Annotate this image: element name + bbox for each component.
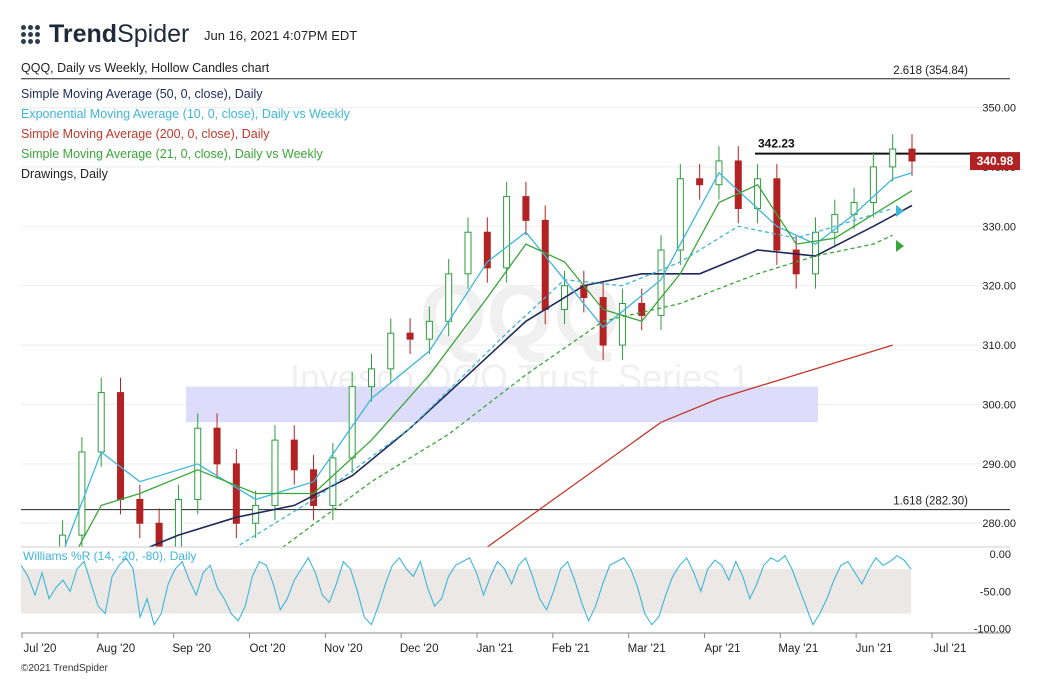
candle-body — [541, 219, 549, 310]
brand-light: Spider — [117, 20, 190, 48]
legend-drawings[interactable]: Drawings, Daily — [21, 167, 108, 181]
fib-label: 2.618 (354.84) — [893, 65, 968, 77]
candle-body — [59, 534, 67, 547]
price-plot — [59, 134, 916, 547]
x-tick-label: Aug '20 — [97, 643, 136, 655]
legend-chart-title[interactable]: QQQ, Daily vs Weekly, Hollow Candles cha… — [21, 61, 270, 75]
candle-body — [483, 231, 491, 269]
candle-body — [387, 332, 395, 370]
last-price-badge — [970, 152, 1020, 171]
x-tick-label: Jul '20 — [24, 643, 57, 655]
candle-body — [908, 148, 916, 162]
wr-tick-label: 0.00 — [990, 549, 1011, 561]
ema-marker-icon — [896, 205, 904, 217]
wr-tick-label: -100.00 — [974, 623, 1011, 635]
x-tick-label: Apr '21 — [704, 643, 740, 655]
wr-label: Williams %R (14, -20, -80), Daily — [23, 549, 196, 563]
candle-body — [117, 392, 125, 500]
x-tick-label: May '21 — [778, 643, 818, 655]
brand-name: TrendSpider — [49, 20, 189, 49]
candle-body — [406, 332, 414, 340]
candle-body — [618, 303, 626, 346]
price-tick-label: 350.00 — [982, 103, 1016, 115]
line-sma_weekly — [281, 234, 893, 547]
candle-body — [310, 469, 318, 506]
legend-sma200[interactable]: Simple Moving Average (200, 0, close), D… — [21, 127, 270, 141]
candle-body — [97, 392, 105, 453]
candle-body — [329, 457, 337, 506]
candle-body — [464, 231, 472, 275]
price-tick-label: 290.00 — [982, 459, 1016, 471]
candle-body — [425, 320, 433, 340]
fib-label: 1.618 (282.30) — [893, 496, 968, 508]
x-tick-label: Feb '21 — [552, 643, 590, 655]
candle-body — [367, 368, 375, 388]
legend-sma21[interactable]: Simple Moving Average (21, 0, close), Da… — [21, 147, 323, 161]
candle-body — [503, 196, 511, 269]
candle-body — [869, 166, 877, 204]
candle-body — [811, 231, 819, 275]
candle-body — [174, 498, 182, 547]
wr-line — [20, 554, 912, 626]
x-tick-label: Jan '21 — [477, 643, 514, 655]
brand-bold: Trend — [49, 20, 118, 48]
wr-band — [21, 569, 911, 614]
candle-body — [831, 213, 839, 233]
candle-body — [78, 451, 86, 536]
copyright: ©2021 TrendSpider — [21, 663, 108, 674]
x-tick-label: Jun '21 — [856, 643, 893, 655]
line-ema_weekly — [235, 207, 893, 547]
price-tick-label: 300.00 — [982, 399, 1016, 411]
price-tick-label: 310.00 — [982, 340, 1016, 352]
x-tick-label: Sep '20 — [172, 643, 211, 655]
candle-body — [290, 439, 298, 471]
last-price-label: 340.98 — [977, 154, 1014, 168]
candle-body — [734, 160, 742, 209]
candle-body — [696, 178, 704, 186]
candle-body — [136, 498, 144, 524]
sma-marker-icon — [896, 240, 904, 252]
candle-body — [889, 148, 897, 168]
resistance-label: 342.23 — [758, 137, 795, 151]
candle-body — [232, 463, 240, 524]
line-ema10 — [64, 171, 913, 547]
x-tick-label: Dec '20 — [400, 643, 439, 655]
candle-body — [657, 249, 665, 316]
wr-tick-label: -50.00 — [980, 586, 1011, 598]
x-tick-label: Mar '21 — [628, 643, 666, 655]
legend-ema10[interactable]: Exponential Moving Average (10, 0, close… — [21, 107, 350, 121]
candle-body — [792, 249, 800, 275]
candle-body — [676, 178, 684, 251]
candle-body — [638, 303, 646, 316]
candle-body — [522, 196, 530, 221]
candle-body — [271, 439, 279, 506]
candle-body — [155, 522, 163, 547]
candle-body — [445, 273, 453, 322]
price-tick-label: 320.00 — [982, 281, 1016, 293]
price-tick-label: 330.00 — [982, 221, 1016, 233]
timestamp: Jun 16, 2021 4:07PM EDT — [204, 28, 358, 43]
watermark-symbol: QQQ — [420, 268, 621, 364]
support-zone — [186, 386, 818, 423]
legend-sma50[interactable]: Simple Moving Average (50, 0, close), Da… — [21, 87, 263, 101]
line-sma21 — [77, 183, 913, 547]
candle-body — [754, 178, 762, 209]
price-tick-label: 280.00 — [982, 518, 1016, 530]
x-tick-label: Nov '20 — [324, 643, 363, 655]
x-tick-label: Jul '21 — [934, 643, 967, 655]
line-sma50 — [147, 204, 913, 547]
line-sma200 — [486, 344, 893, 547]
x-tick-label: Oct '20 — [249, 643, 285, 655]
candle-body — [213, 427, 221, 465]
